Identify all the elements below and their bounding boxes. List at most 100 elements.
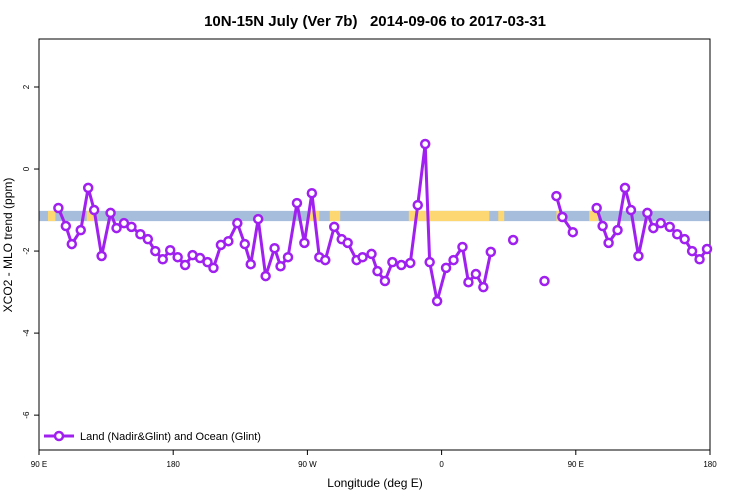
point — [612, 224, 623, 236]
y-tick-label: -2 — [22, 247, 31, 255]
x-tick-label: 180 — [167, 460, 181, 469]
point — [567, 226, 579, 238]
point — [342, 237, 353, 249]
point — [701, 243, 713, 255]
point — [405, 257, 416, 269]
land-band — [329, 210, 341, 222]
land-band — [498, 210, 505, 222]
point — [366, 248, 377, 260]
y-tick-label: -4 — [22, 329, 31, 337]
point — [642, 207, 653, 219]
point — [679, 233, 690, 245]
point — [648, 222, 659, 234]
point — [440, 262, 452, 274]
point — [172, 251, 183, 263]
point — [412, 199, 423, 211]
point — [387, 256, 398, 268]
point — [111, 222, 122, 234]
land-band — [86, 210, 95, 222]
point — [96, 250, 107, 262]
point — [507, 234, 519, 246]
y-tick-label: -6 — [22, 411, 31, 419]
point — [75, 224, 87, 236]
point — [179, 259, 191, 271]
point — [142, 233, 154, 245]
point — [463, 276, 474, 288]
x-tick-label: 90 E — [568, 460, 584, 469]
point — [633, 250, 644, 262]
point — [306, 187, 318, 199]
point — [275, 260, 286, 272]
point — [557, 211, 568, 223]
point — [328, 221, 340, 233]
land-band — [47, 210, 56, 222]
land-band — [408, 210, 490, 222]
point — [671, 228, 683, 240]
y-axis-label: XCO2 - MLO trend (ppm) — [1, 178, 15, 313]
point — [269, 242, 280, 254]
point — [625, 204, 637, 216]
point — [105, 207, 116, 219]
point — [655, 217, 667, 229]
x-tick-label: 90 E — [31, 460, 47, 469]
point — [664, 221, 675, 233]
land-band — [589, 210, 599, 222]
point — [470, 268, 482, 280]
point — [478, 281, 489, 293]
point — [157, 254, 169, 265]
point — [150, 245, 161, 257]
point — [694, 254, 705, 265]
point — [202, 256, 213, 268]
point — [66, 238, 78, 250]
point — [245, 258, 256, 270]
point — [135, 228, 146, 240]
point — [457, 241, 468, 253]
y-tick-label: 0 — [22, 166, 31, 171]
point — [597, 220, 608, 232]
point — [223, 235, 234, 247]
ocean-band — [39, 210, 710, 222]
point — [320, 254, 331, 266]
point — [396, 259, 407, 271]
point — [379, 275, 391, 287]
point — [448, 254, 459, 266]
point — [299, 237, 310, 249]
point — [431, 295, 443, 307]
legend-label: Land (Nadir&Glint) and Ocean (Glint) — [80, 431, 261, 443]
point — [485, 246, 497, 258]
x-tick-label: 180 — [703, 460, 717, 469]
point — [619, 182, 631, 194]
point — [603, 237, 614, 249]
point — [260, 270, 271, 282]
point — [424, 256, 435, 268]
chart-title: 10N-15N July (Ver 7b) 2014-09-06 to 2017… — [204, 13, 546, 30]
plot-frame — [38, 38, 711, 451]
point — [591, 202, 602, 214]
point — [539, 275, 550, 287]
point — [686, 245, 698, 257]
legend-marker — [53, 430, 65, 442]
point — [88, 204, 100, 216]
point — [232, 217, 243, 229]
point — [239, 238, 251, 250]
point — [53, 202, 64, 214]
point — [126, 221, 137, 233]
point — [282, 251, 294, 263]
point — [164, 244, 176, 256]
point — [252, 213, 264, 225]
point — [372, 265, 383, 277]
y-tick-label: 2 — [22, 84, 31, 89]
x-axis-label: Longitude (deg E) — [327, 476, 422, 490]
point — [551, 190, 562, 202]
point — [419, 138, 431, 150]
x-tick-label: 90 W — [298, 460, 317, 469]
point — [291, 197, 303, 209]
x-tick-label: 0 — [439, 460, 444, 469]
point — [208, 262, 219, 274]
point — [194, 252, 206, 264]
point — [357, 251, 368, 263]
point — [60, 220, 72, 232]
point — [82, 182, 94, 194]
